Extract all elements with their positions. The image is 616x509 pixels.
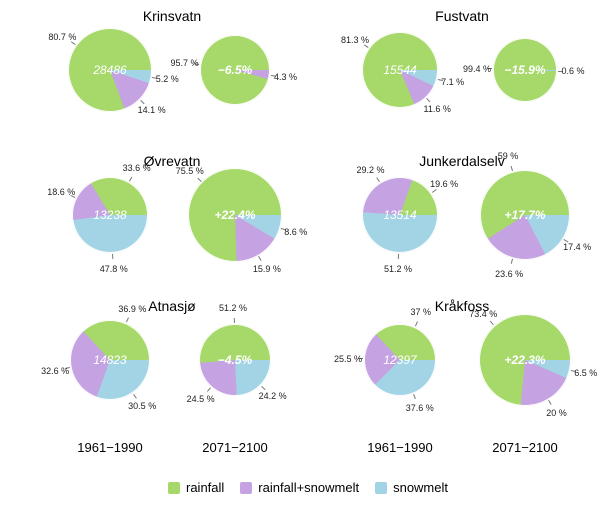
legend-label: rainfall+snowmelt bbox=[258, 480, 359, 495]
leader-line bbox=[376, 178, 380, 183]
slice-label: 81.3 % bbox=[341, 35, 369, 45]
slice-label: 23.6 % bbox=[495, 269, 523, 279]
legend-swatch bbox=[168, 482, 180, 494]
pie-chart bbox=[188, 168, 282, 262]
leader-line bbox=[432, 190, 437, 194]
slice-label: 59 % bbox=[498, 151, 519, 161]
legend-item: rainfall bbox=[168, 480, 224, 495]
slice-label: 17.4 % bbox=[563, 242, 591, 252]
figure-root: KrinsvatnFustvatnØvrevatnJunkerdalselvAt… bbox=[0, 0, 616, 509]
pie-chart bbox=[480, 170, 570, 260]
slice-label: 37.6 % bbox=[406, 403, 434, 413]
leader-line bbox=[233, 318, 234, 323]
legend-label: snowmelt bbox=[393, 480, 448, 495]
chart-title: Junkerdalselv bbox=[419, 153, 505, 169]
legend-swatch bbox=[375, 482, 387, 494]
period-label: 1961−1990 bbox=[367, 440, 432, 455]
pie-chart bbox=[364, 324, 436, 396]
leader-line bbox=[363, 45, 368, 49]
pie-chart bbox=[68, 28, 152, 112]
slice-label: 36.9 % bbox=[118, 304, 146, 314]
slice-label: 8.6 % bbox=[284, 227, 307, 237]
slice-label: 24.5 % bbox=[187, 394, 215, 404]
pie-chart bbox=[199, 324, 271, 396]
slice-label: 20 % bbox=[546, 408, 567, 418]
chart-title: Krinsvatn bbox=[143, 8, 201, 24]
pie-chart bbox=[72, 177, 148, 253]
legend-item: rainfall+snowmelt bbox=[240, 480, 359, 495]
leader-line bbox=[548, 400, 551, 405]
slice-label: 19.6 % bbox=[430, 179, 458, 189]
slice-label: 33.6 % bbox=[123, 163, 151, 173]
slice-label: 15.9 % bbox=[253, 264, 281, 274]
leader-line bbox=[126, 318, 129, 323]
leader-line bbox=[490, 321, 494, 325]
slice-label: 99.4 % bbox=[463, 64, 491, 74]
slice-label: 14.1 % bbox=[138, 105, 166, 115]
chart-title: Atnasjø bbox=[148, 298, 195, 314]
slice-label: 80.7 % bbox=[48, 32, 76, 42]
legend: rainfall rainfall+snowmelt snowmelt bbox=[168, 480, 448, 495]
legend-item: snowmelt bbox=[375, 480, 448, 495]
pie-chart bbox=[493, 38, 557, 102]
pie-chart bbox=[479, 314, 571, 406]
leader-line bbox=[258, 256, 261, 261]
leader-line bbox=[129, 177, 132, 182]
leader-line bbox=[71, 42, 76, 46]
leader-line bbox=[415, 321, 418, 326]
slice-label: 51.2 % bbox=[384, 264, 412, 274]
leader-line bbox=[206, 387, 210, 391]
slice-label: 75.5 % bbox=[176, 166, 204, 176]
leader-line bbox=[261, 386, 265, 390]
slice-label: 7.1 % bbox=[441, 77, 464, 87]
period-label: 2071−2100 bbox=[202, 440, 267, 455]
chart-title: Fustvatn bbox=[435, 8, 489, 24]
slice-label: 32.6 % bbox=[41, 366, 69, 376]
slice-label: 18.6 % bbox=[47, 187, 75, 197]
slice-label: 4.3 % bbox=[274, 72, 297, 82]
slice-label: 0.6 % bbox=[561, 66, 584, 76]
slice-label: 11.6 % bbox=[424, 104, 451, 114]
slice-label: 51.2 % bbox=[219, 303, 247, 313]
slice-label: 73.4 % bbox=[469, 309, 497, 319]
leader-line bbox=[197, 177, 201, 181]
leader-line bbox=[397, 254, 398, 259]
leader-line bbox=[511, 166, 513, 171]
slice-label: 47.8 % bbox=[100, 264, 128, 274]
slice-label: 29.2 % bbox=[356, 165, 384, 175]
slice-label: 5.2 % bbox=[156, 74, 179, 84]
slice-label: 6.5 % bbox=[574, 368, 597, 378]
legend-swatch bbox=[240, 482, 252, 494]
slice-label: 37 % bbox=[410, 307, 431, 317]
slice-label: 25.5 % bbox=[334, 354, 362, 364]
period-label: 2071−2100 bbox=[492, 440, 557, 455]
slice-label: 95.7 % bbox=[170, 58, 198, 68]
period-label: 1961−1990 bbox=[77, 440, 142, 455]
pie-chart bbox=[200, 35, 270, 105]
leader-line bbox=[426, 98, 430, 102]
pie-chart bbox=[362, 177, 438, 253]
slice-label: 24.2 % bbox=[259, 391, 287, 401]
leader-line bbox=[511, 259, 513, 264]
leader-line bbox=[140, 100, 144, 104]
legend-label: rainfall bbox=[186, 480, 224, 495]
leader-line bbox=[133, 394, 137, 399]
leader-line bbox=[112, 254, 113, 259]
slice-label: 30.5 % bbox=[128, 401, 156, 411]
leader-line bbox=[413, 394, 416, 399]
pie-chart bbox=[70, 320, 150, 400]
